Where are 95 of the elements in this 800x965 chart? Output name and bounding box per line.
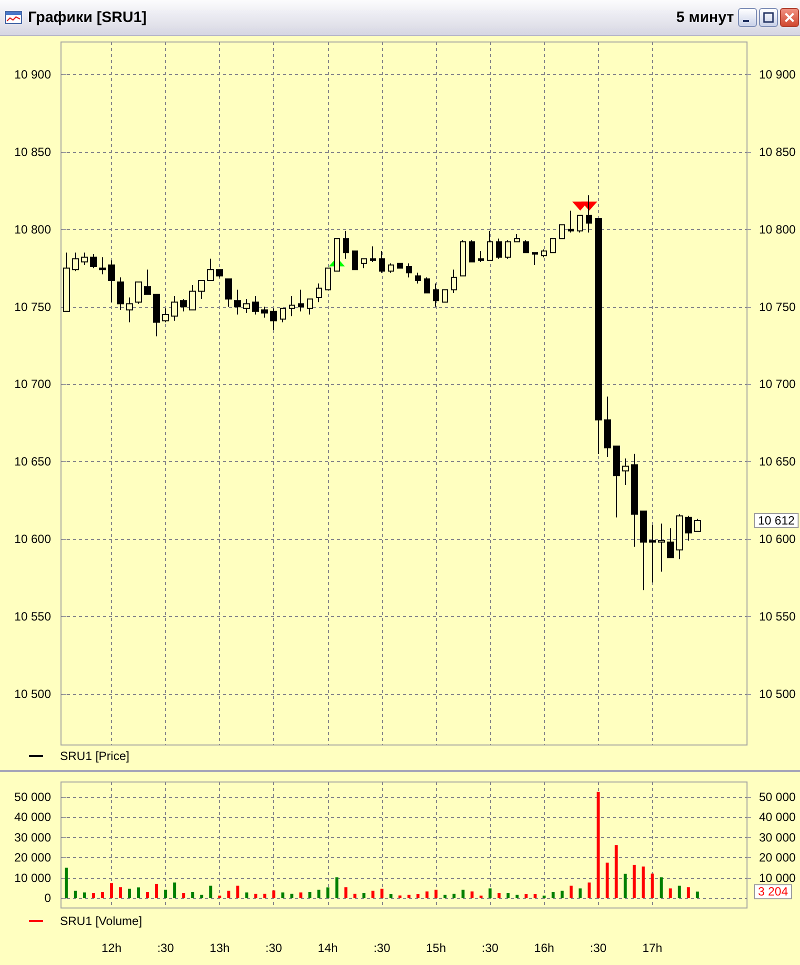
- bar: [353, 894, 356, 898]
- bar: [254, 894, 258, 898]
- bar: [317, 890, 320, 898]
- bar: [128, 888, 132, 898]
- bar: [335, 877, 338, 898]
- bar: [668, 888, 672, 898]
- bar: [462, 890, 465, 898]
- bar: [686, 887, 690, 898]
- bar: [606, 862, 609, 898]
- bar: [552, 892, 555, 898]
- bar: [480, 896, 483, 898]
- y-tick-label: 10 000: [14, 870, 52, 885]
- bar: [542, 896, 546, 898]
- bar: [624, 874, 627, 898]
- bar: [200, 894, 204, 898]
- bar: [299, 892, 302, 898]
- bar: [272, 890, 276, 898]
- bar: [398, 895, 402, 898]
- bar: [389, 894, 392, 898]
- bar: [245, 892, 248, 898]
- bar: [578, 888, 582, 898]
- bar: [452, 894, 456, 898]
- bar: [281, 892, 284, 898]
- bar: [118, 887, 122, 898]
- text: 3 204: [758, 884, 788, 899]
- x-tick-label: 17h: [642, 941, 662, 955]
- bar: [110, 883, 113, 898]
- bar: [308, 892, 312, 898]
- bar: [534, 894, 537, 898]
- bar: [470, 891, 474, 898]
- bar: [263, 894, 266, 898]
- legend-label: SRU1 [Volume]: [60, 914, 142, 928]
- y-tick-label: 20 000: [14, 850, 52, 865]
- bar: [434, 890, 438, 898]
- bar: [137, 887, 140, 898]
- bar: [516, 894, 519, 898]
- bar: [362, 893, 366, 898]
- bar: [182, 893, 186, 898]
- bar: [696, 892, 699, 898]
- y2-tick-label: 30 000: [759, 830, 796, 844]
- x-tick-label: :30: [265, 941, 282, 955]
- x-tick-label: 13h: [210, 941, 230, 955]
- bar: [74, 890, 77, 898]
- bar: [642, 866, 645, 898]
- bar: [407, 894, 410, 898]
- bar: [416, 894, 420, 898]
- bar: [560, 890, 564, 898]
- x-tick-label: 15h: [426, 941, 446, 955]
- bar: [173, 882, 176, 898]
- bar: [632, 864, 636, 898]
- y-tick-label: 40 000: [14, 810, 52, 824]
- x-tick-label: :30: [482, 941, 499, 955]
- bar: [146, 892, 150, 898]
- bar: [236, 886, 240, 898]
- bar: [660, 877, 663, 898]
- x-tick-label: 16h: [534, 941, 554, 955]
- bar: [344, 887, 348, 898]
- x-tick-label: 12h: [101, 941, 122, 955]
- bar: [678, 886, 681, 898]
- bar: [444, 894, 447, 898]
- bar: [614, 845, 618, 898]
- y2-tick-label: 50 000: [759, 790, 796, 804]
- bar: [326, 887, 330, 898]
- bar: [425, 891, 428, 898]
- bar: [155, 884, 158, 898]
- x-tick-label: :30: [374, 941, 391, 955]
- y2-tick-label: 40 000: [759, 810, 796, 824]
- y2-tick-label: 10 000: [759, 870, 796, 885]
- y-tick-label: 50 000: [14, 790, 52, 804]
- bar: [92, 893, 95, 898]
- bar: [596, 792, 600, 898]
- bar: [290, 894, 294, 898]
- x-tick-label: :30: [157, 941, 174, 955]
- bar: [209, 886, 212, 898]
- bar: [570, 886, 573, 898]
- y-tick-label: 30 000: [14, 830, 52, 844]
- y-tick-label: 0: [44, 891, 52, 906]
- x-tick-label: :30: [590, 941, 607, 955]
- bar: [588, 882, 591, 898]
- bar: [227, 890, 230, 898]
- bar: [650, 874, 654, 898]
- y2-tick-label: 20 000: [759, 850, 796, 865]
- bar: [164, 890, 168, 898]
- bar: [524, 894, 528, 898]
- bar: [488, 888, 492, 898]
- bar: [498, 893, 501, 898]
- bar: [218, 896, 222, 898]
- bar: [191, 892, 194, 898]
- bar: [82, 892, 86, 898]
- x-tick-label: 14h: [318, 941, 338, 955]
- bar: [371, 890, 374, 898]
- bar: [380, 888, 384, 898]
- bar: [100, 892, 104, 898]
- bar: [64, 868, 68, 898]
- bar: [506, 893, 510, 898]
